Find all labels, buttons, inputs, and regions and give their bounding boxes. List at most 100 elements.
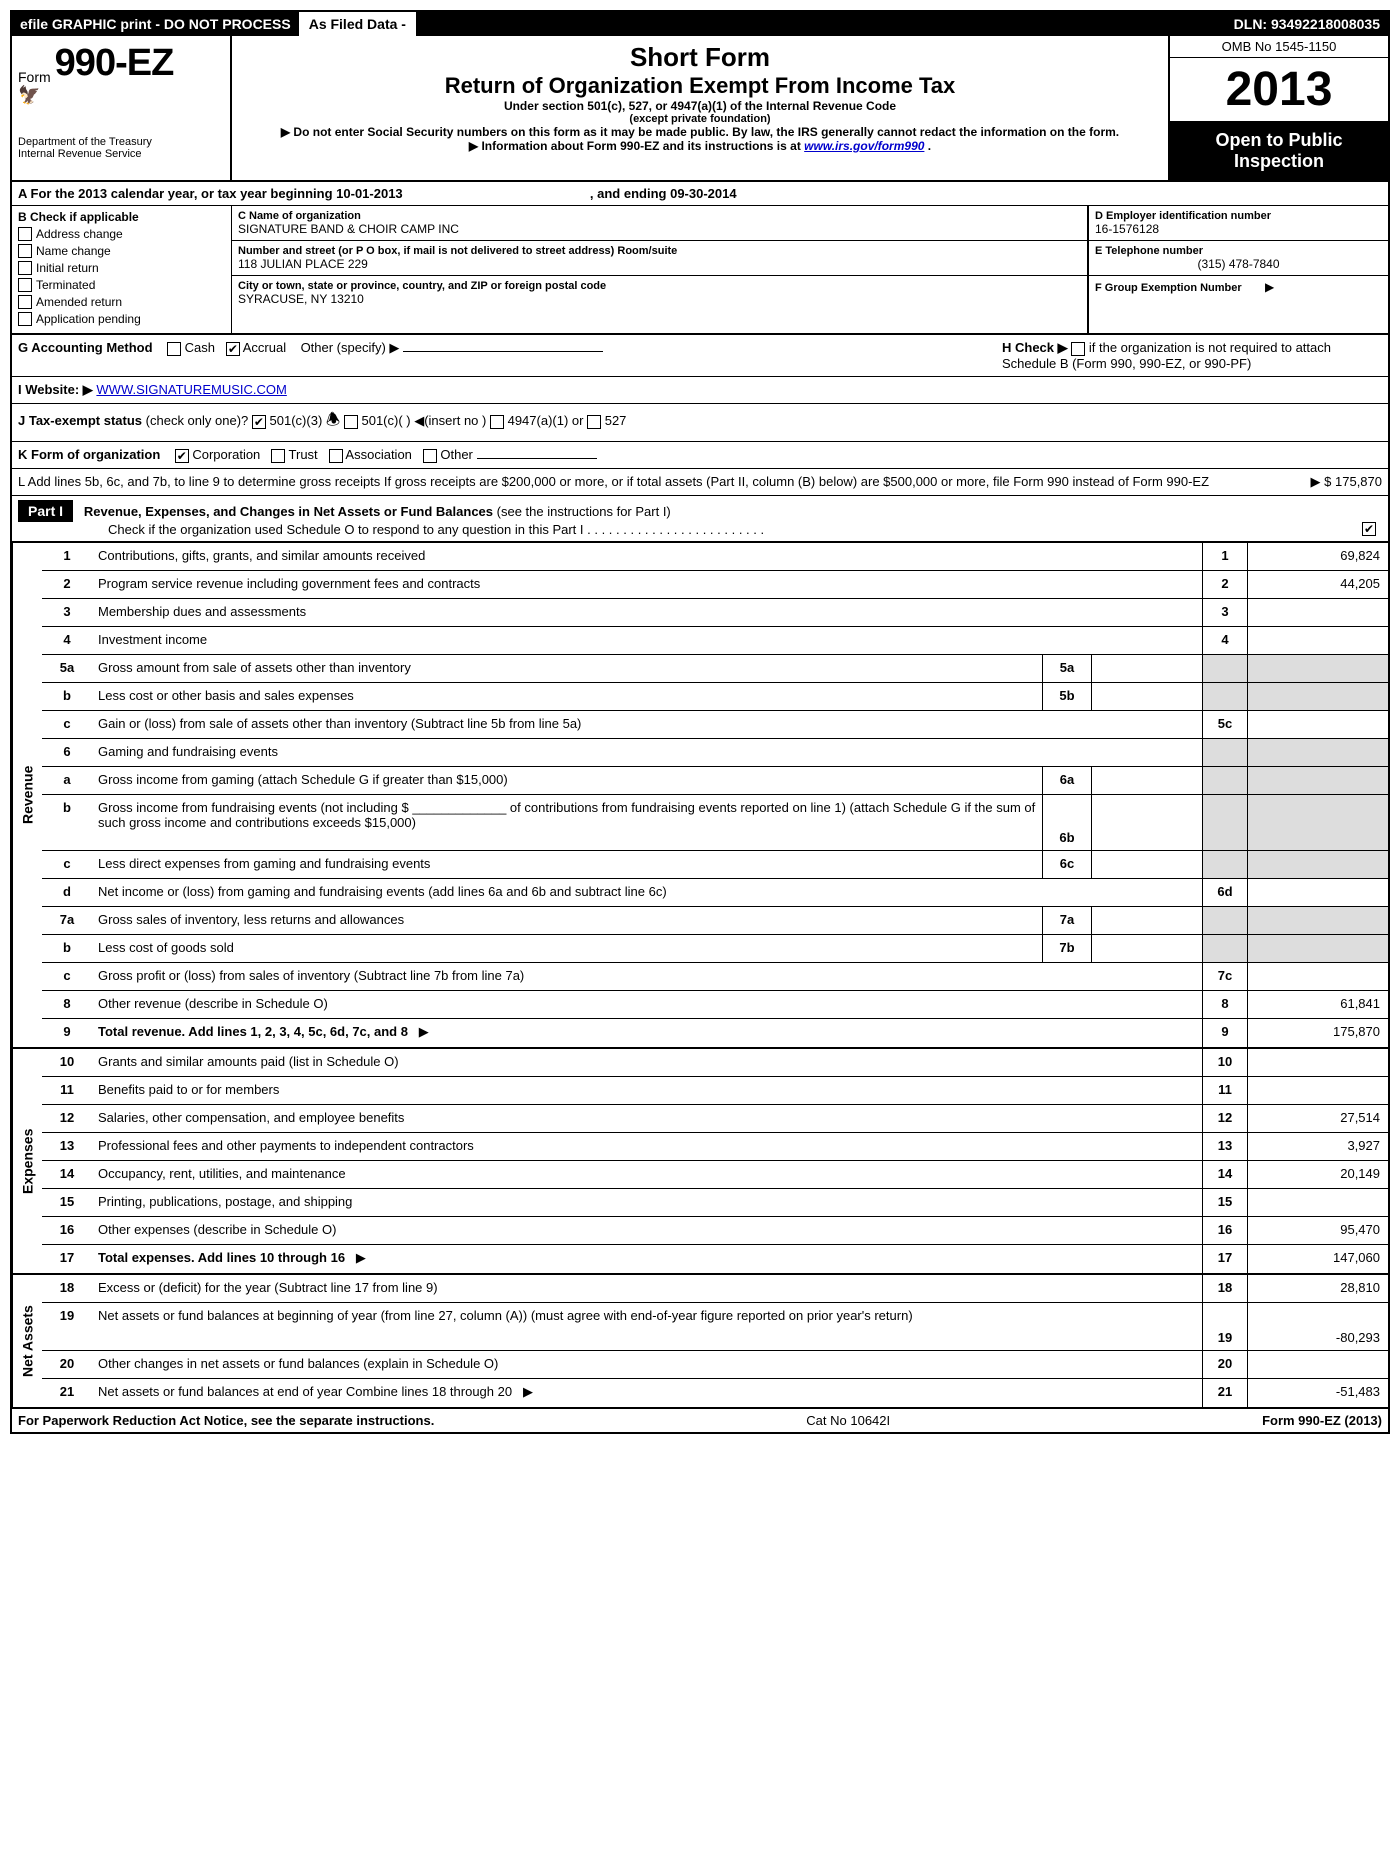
phone-block: E Telephone number (315) 478-7840	[1089, 241, 1388, 276]
k-trust: Trust	[289, 447, 318, 462]
checkbox-501c3[interactable]	[252, 415, 266, 429]
group-block: F Group Exemption Number ▶	[1089, 276, 1388, 298]
line-7b: bLess cost of goods sold7b	[42, 935, 1388, 963]
section-bcdef: B Check if applicable Address change Nam…	[12, 206, 1388, 335]
rn: 4	[1202, 627, 1248, 654]
checkbox-accrual[interactable]	[226, 342, 240, 356]
num: 7a	[42, 907, 92, 934]
checkbox-schedule-o[interactable]	[1362, 522, 1376, 536]
num: 1	[42, 543, 92, 570]
subtitle-code: Under section 501(c), 527, or 4947(a)(1)…	[240, 99, 1160, 113]
text: Total revenue. Add lines 1, 2, 3, 4, 5c,…	[92, 1019, 1202, 1047]
rv	[1248, 795, 1388, 850]
org-street-label: Number and street (or P O box, if mail i…	[238, 245, 1081, 257]
rn: 10	[1202, 1049, 1248, 1076]
rv: -80,293	[1248, 1303, 1388, 1350]
part-i-tag: Part I	[18, 500, 73, 522]
org-block: C Name of organization SIGNATURE BAND & …	[232, 206, 1388, 333]
checkbox-501c[interactable]	[344, 415, 358, 429]
num: a	[42, 767, 92, 794]
cb-initial-return[interactable]: Initial return	[18, 261, 225, 275]
rn: 9	[1202, 1019, 1248, 1047]
rn	[1202, 683, 1248, 710]
checkbox-4947[interactable]	[490, 415, 504, 429]
checkbox-corp[interactable]	[175, 449, 189, 463]
rn: 6d	[1202, 879, 1248, 906]
num: 10	[42, 1049, 92, 1076]
subtitle-except: (except private foundation)	[240, 113, 1160, 125]
num: 14	[42, 1161, 92, 1188]
cb-label: Address change	[36, 227, 123, 241]
website-link[interactable]: WWW.SIGNATUREMUSIC.COM	[96, 382, 286, 397]
note-info: ▶ Information about Form 990-EZ and its …	[240, 139, 1160, 153]
irs-link[interactable]: www.irs.gov/form990	[804, 139, 924, 153]
text: Contributions, gifts, grants, and simila…	[92, 543, 1202, 570]
checkbox-h[interactable]	[1071, 342, 1085, 356]
t: Printing, publications, postage, and shi…	[98, 1194, 352, 1209]
expenses-side-label: Expenses	[12, 1049, 42, 1273]
rv	[1248, 655, 1388, 682]
num: 19	[42, 1303, 92, 1350]
checkbox-other[interactable]	[423, 449, 437, 463]
j-opt1: 501(c)(3)	[270, 413, 323, 428]
rn: 16	[1202, 1217, 1248, 1244]
t: Total expenses. Add lines 10 through 16	[98, 1250, 345, 1265]
checkbox-527[interactable]	[587, 415, 601, 429]
expenses-rows: 10Grants and similar amounts paid (list …	[42, 1049, 1388, 1273]
checkbox-assoc[interactable]	[329, 449, 343, 463]
checkbox-icon	[18, 244, 32, 258]
rv	[1248, 907, 1388, 934]
t: Net income or (loss) from gaming and fun…	[98, 884, 667, 899]
cb-terminated[interactable]: Terminated	[18, 278, 225, 292]
efile-label: efile GRAPHIC print - DO NOT PROCESS	[12, 12, 299, 36]
num: 6	[42, 739, 92, 766]
header-right: OMB No 1545-1150 2013 Open to Public Ins…	[1168, 36, 1388, 180]
num: 8	[42, 991, 92, 1018]
j-opt4: 527	[605, 413, 627, 428]
dln-label: DLN:	[1234, 16, 1267, 32]
t: Other revenue (describe in Schedule O)	[98, 996, 328, 1011]
short-form-title: Short Form	[240, 42, 1160, 73]
cb-label: Terminated	[36, 278, 95, 292]
cb-name-change[interactable]: Name change	[18, 244, 225, 258]
footer-right: Form 990-EZ (2013)	[1262, 1413, 1382, 1428]
cb-application-pending[interactable]: Application pending	[18, 312, 225, 326]
ein-value: 16-1576128	[1095, 222, 1382, 236]
line-2: 2Program service revenue including gover…	[42, 571, 1388, 599]
rv	[1248, 711, 1388, 738]
num: 9	[42, 1019, 92, 1047]
group-arrow: ▶	[1265, 280, 1274, 294]
j-tail: (check only one)?	[146, 413, 249, 428]
line-5c: cGain or (loss) from sale of assets othe…	[42, 711, 1388, 739]
rn	[1202, 767, 1248, 794]
text: Other expenses (describe in Schedule O)	[92, 1217, 1202, 1244]
cb-address-change[interactable]: Address change	[18, 227, 225, 241]
checkbox-cash[interactable]	[167, 342, 181, 356]
text: Excess or (deficit) for the year (Subtra…	[92, 1275, 1202, 1302]
k-assoc: Association	[345, 447, 411, 462]
line-21: 21Net assets or fund balances at end of …	[42, 1379, 1388, 1407]
revenue-rows: 1Contributions, gifts, grants, and simil…	[42, 543, 1388, 1047]
text: Gross income from gaming (attach Schedul…	[92, 767, 1042, 794]
line-6c: cLess direct expenses from gaming and fu…	[42, 851, 1388, 879]
sb: 6a	[1042, 767, 1092, 794]
part-i-header: Part I Revenue, Expenses, and Changes in…	[12, 496, 1388, 542]
t: Other expenses (describe in Schedule O)	[98, 1222, 336, 1237]
form-number: 990-EZ	[55, 42, 174, 85]
cb-label: Name change	[36, 244, 111, 258]
line-4: 4Investment income4	[42, 627, 1388, 655]
sb: 6c	[1042, 851, 1092, 878]
rn: 7c	[1202, 963, 1248, 990]
part-i-title: Revenue, Expenses, and Changes in Net As…	[84, 504, 493, 519]
rn: 12	[1202, 1105, 1248, 1132]
t: Excess or (deficit) for the year (Subtra…	[98, 1280, 438, 1295]
sb: 5a	[1042, 655, 1092, 682]
t: Net assets or fund balances at end of ye…	[98, 1384, 512, 1399]
checkbox-trust[interactable]	[271, 449, 285, 463]
h-label: H Check ▶	[1002, 340, 1068, 355]
rn	[1202, 655, 1248, 682]
cb-amended[interactable]: Amended return	[18, 295, 225, 309]
page-footer: For Paperwork Reduction Act Notice, see …	[12, 1409, 1388, 1432]
checkbox-icon	[18, 261, 32, 275]
open-line1: Open to Public	[1174, 130, 1384, 151]
